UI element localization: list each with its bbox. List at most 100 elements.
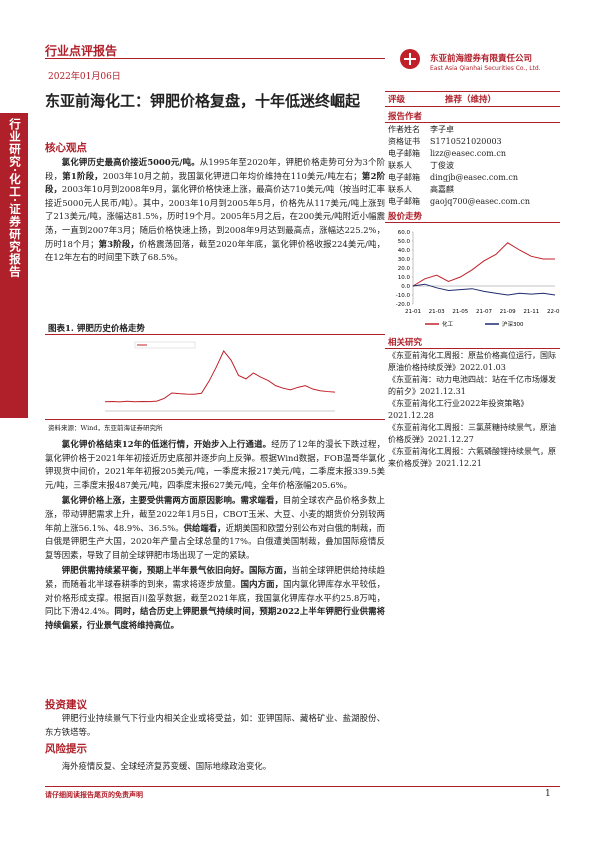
author-row: 联系人 丁俊波 bbox=[388, 160, 560, 172]
x-tick-label: 21-11 bbox=[523, 309, 539, 315]
report-type: 行业点评报告 bbox=[45, 44, 118, 58]
author-row: 电子邮箱 lizz@easec.com.cn bbox=[388, 148, 560, 160]
author-value: S1710521020003 bbox=[430, 137, 502, 146]
text: 2003年10月之前，我国氯化钾进口年均价维持在110美元/吨左右； bbox=[102, 170, 362, 181]
y-tick-label: 0.0 bbox=[401, 284, 410, 290]
x-tick-label: 21-01 bbox=[405, 309, 421, 315]
rating-label: 评级 bbox=[388, 95, 406, 105]
y-tick-label: 60.0 bbox=[398, 230, 411, 236]
bold-text: 同时，结合历史上钾肥景气持续时间，预期2022上半年钾肥行业供需将持续偏紧，行业… bbox=[45, 606, 386, 630]
y-tick-label: 30.0 bbox=[398, 257, 411, 263]
x-tick-label: 21-09 bbox=[500, 309, 516, 315]
paragraph: 海外疫情反复、全球经济复苏变缓、国际地缘政治变化。 bbox=[61, 761, 272, 771]
author-value: gaojq700@easec.com.cn bbox=[430, 197, 531, 206]
rule bbox=[45, 419, 385, 420]
company-en: East Asia Qianhai Securities Co., Ltd. bbox=[430, 65, 541, 72]
text: 经历了12年的漫长下跌过程，氯化钾价格于2021年年初接近历史底部并逐步向上反弹… bbox=[45, 439, 386, 490]
author-value: 丁俊波 bbox=[430, 161, 454, 170]
bold-text: 氯化钾价格上涨，主要受供需两方面原因影响。需求端看， bbox=[61, 495, 284, 506]
series-line bbox=[412, 242, 555, 287]
paragraph: 钾肥供需持续紧平衡，预期上半年景气依旧向好。国际方面，当前全球钾肥供给持续趋紧，… bbox=[45, 564, 385, 632]
stock-chart: 60.050.040.030.020.010.00.0-10.0-20.021-… bbox=[396, 230, 560, 328]
title: 东亚前海化工：钾肥价格复盘，十年低迷终崛起 bbox=[45, 92, 361, 110]
rule bbox=[45, 334, 385, 335]
figure-caption: 图表1. 钾肥历史价格走势 bbox=[48, 324, 145, 334]
rule bbox=[45, 58, 385, 59]
text: 目前全球农产品价格多数上涨，带动钾肥需求上升，截至2022年1月5日，CBOT玉… bbox=[45, 495, 386, 533]
potash-chart bbox=[104, 341, 336, 412]
heading: 相关研究 bbox=[388, 338, 423, 348]
rating-box bbox=[385, 91, 560, 107]
heading: 核心观点 bbox=[45, 142, 87, 154]
legend-label: 化工 bbox=[442, 320, 454, 328]
author-row: 电子邮箱 gaojq700@easec.com.cn bbox=[388, 196, 560, 208]
author-key: 作者姓名 bbox=[388, 125, 420, 134]
x-tick-label: 21-03 bbox=[429, 309, 445, 315]
y-tick-label: -10.0 bbox=[396, 293, 411, 299]
bold-text: 氯化钾价格结束12年的低迷行情，开始步入上行通道。 bbox=[61, 439, 272, 449]
x-tick-label: 22-01 bbox=[547, 309, 560, 315]
author-key: 资格证书 bbox=[388, 137, 420, 146]
paragraph: 钾肥行业持续景气下行业内相关企业或将受益，如：亚钾国际、藏格矿业、盐湖股份、东方… bbox=[45, 713, 385, 737]
rule bbox=[385, 348, 560, 349]
author-key: 联系人 bbox=[388, 185, 412, 194]
y-tick-label: 10.0 bbox=[398, 275, 411, 281]
x-tick-label: 21-05 bbox=[452, 309, 468, 315]
bold-text: 第2阶段， bbox=[45, 170, 386, 195]
author-value: lizz@easec.com.cn bbox=[430, 149, 506, 158]
author-key: 电子邮箱 bbox=[388, 173, 420, 182]
author-value: 李子卓 bbox=[430, 125, 454, 134]
paragraph: 氯化钾价格结束12年的低迷行情，开始步入上行通道。经历了12年的漫长下跌过程，氯… bbox=[45, 438, 385, 492]
author-key: 联系人 bbox=[388, 161, 412, 170]
related-item: 《东亚前海：动力电池四战：站在千亿市场爆发的前夕》2021.12.31 bbox=[388, 375, 556, 396]
text: 国内氯化钾库存水平较低，对价格形成支撑。根据百川盈孚数据，截至2021年底，我国… bbox=[45, 578, 386, 617]
disclaimer: 请仔细阅读报告尾页的免责声明 bbox=[45, 790, 143, 799]
price-line bbox=[104, 350, 336, 403]
author-key: 电子邮箱 bbox=[388, 149, 420, 158]
y-tick-label: 50.0 bbox=[398, 239, 411, 245]
company-cn: 东亚前海證券有限責任公司 bbox=[430, 54, 533, 64]
bold-text: 氯化钾历史最高价接近5000元/吨。 bbox=[61, 157, 200, 167]
related-item: 《东亚前海化工周报：原盐价格高位运行，国际原油价格持续反弹》2022.01.03 bbox=[388, 351, 556, 372]
text: 从1995年至2020年，钾肥价格走势可分为3个阶段， bbox=[45, 157, 385, 181]
author-key: 电子邮箱 bbox=[388, 197, 420, 206]
bold-text: 国内方面， bbox=[240, 578, 284, 589]
rule bbox=[385, 222, 560, 223]
paragraphs: 氯化钾价格结束12年的低迷行情，开始步入上行通道。经历了12年的漫长下跌过程，氯… bbox=[45, 438, 385, 634]
heading: 股价走势 bbox=[388, 212, 423, 222]
series-line bbox=[412, 283, 556, 296]
author-row: 资格证书 S1710521020003 bbox=[388, 136, 560, 148]
y-tick-label: 20.0 bbox=[398, 266, 411, 272]
paragraphs: 氯化钾历史最高价接近5000元/吨。从1995年至2020年，钾肥价格走势可分为… bbox=[45, 156, 385, 265]
heading: 报告作者 bbox=[388, 112, 423, 122]
author-row: 作者姓名 李子卓 bbox=[388, 124, 560, 136]
author-value: dingjb@easec.com.cn bbox=[430, 173, 518, 182]
bold-text: 供给端看， bbox=[183, 522, 226, 533]
heading: 风险提示 bbox=[45, 743, 87, 755]
bold-text: 钾肥供需持续紧平衡，预期上半年景气依旧向好。国际方面， bbox=[61, 565, 292, 576]
text: 2003年10月到2008年9月，氯化钾价格快速上涨，最高价达710美元/吨（按… bbox=[45, 184, 386, 249]
bold-text: 第3阶段， bbox=[98, 238, 139, 249]
related-item: 《东亚前海化工周报：三氯蔗糖持续景气，原油价格反弹》2021.12.27 bbox=[388, 423, 556, 444]
page-number: 1 bbox=[545, 789, 551, 799]
text: 当前全球钾肥供给持续趋紧，而随着北半球春耕季的到来，需求将逐步放量。 bbox=[45, 565, 386, 589]
heading: 投资建议 bbox=[45, 699, 87, 711]
rating-value: 推荐（维持） bbox=[445, 95, 497, 105]
sidebar bbox=[0, 113, 28, 418]
x-tick-label: 21-07 bbox=[476, 309, 492, 315]
related-item: 《东亚前海化工行业2022年投资策略》2021.12.28 bbox=[388, 399, 529, 420]
rule bbox=[45, 786, 560, 787]
y-tick-label: 40.0 bbox=[398, 248, 411, 254]
authors: 作者姓名 李子卓资格证书 S1710521020003 电子邮箱 lizz@easec.… bbox=[388, 124, 560, 208]
author-row: 电子邮箱 dingjb@easec.com.cn bbox=[388, 172, 560, 184]
paragraph: 氯化钾历史最高价接近5000元/吨。从1995年至2020年，钾肥价格走势可分为… bbox=[45, 156, 385, 265]
legend-label: 沪深300 bbox=[502, 320, 524, 328]
paragraph: 氯化钾价格上涨，主要受供需两方面原因影响。需求端看，目前全球农产品价格多数上涨，… bbox=[45, 494, 385, 562]
text: 近期美国和欧盟分别公布对白俄的制裁，而白俄是钾肥生产大国，2020年产量占全球总… bbox=[45, 522, 385, 560]
bold-text: 第1阶段， bbox=[62, 170, 103, 181]
logo bbox=[400, 49, 420, 69]
source: 资料来源：Wind，东亚前海证券研究所 bbox=[48, 424, 163, 432]
related-item: 《东亚前海化工周报：六氟磷酸锂持续景气，原来价格反弹》2021.12.21 bbox=[388, 447, 556, 468]
author-row: 联系人 高嘉麒 bbox=[388, 184, 560, 196]
